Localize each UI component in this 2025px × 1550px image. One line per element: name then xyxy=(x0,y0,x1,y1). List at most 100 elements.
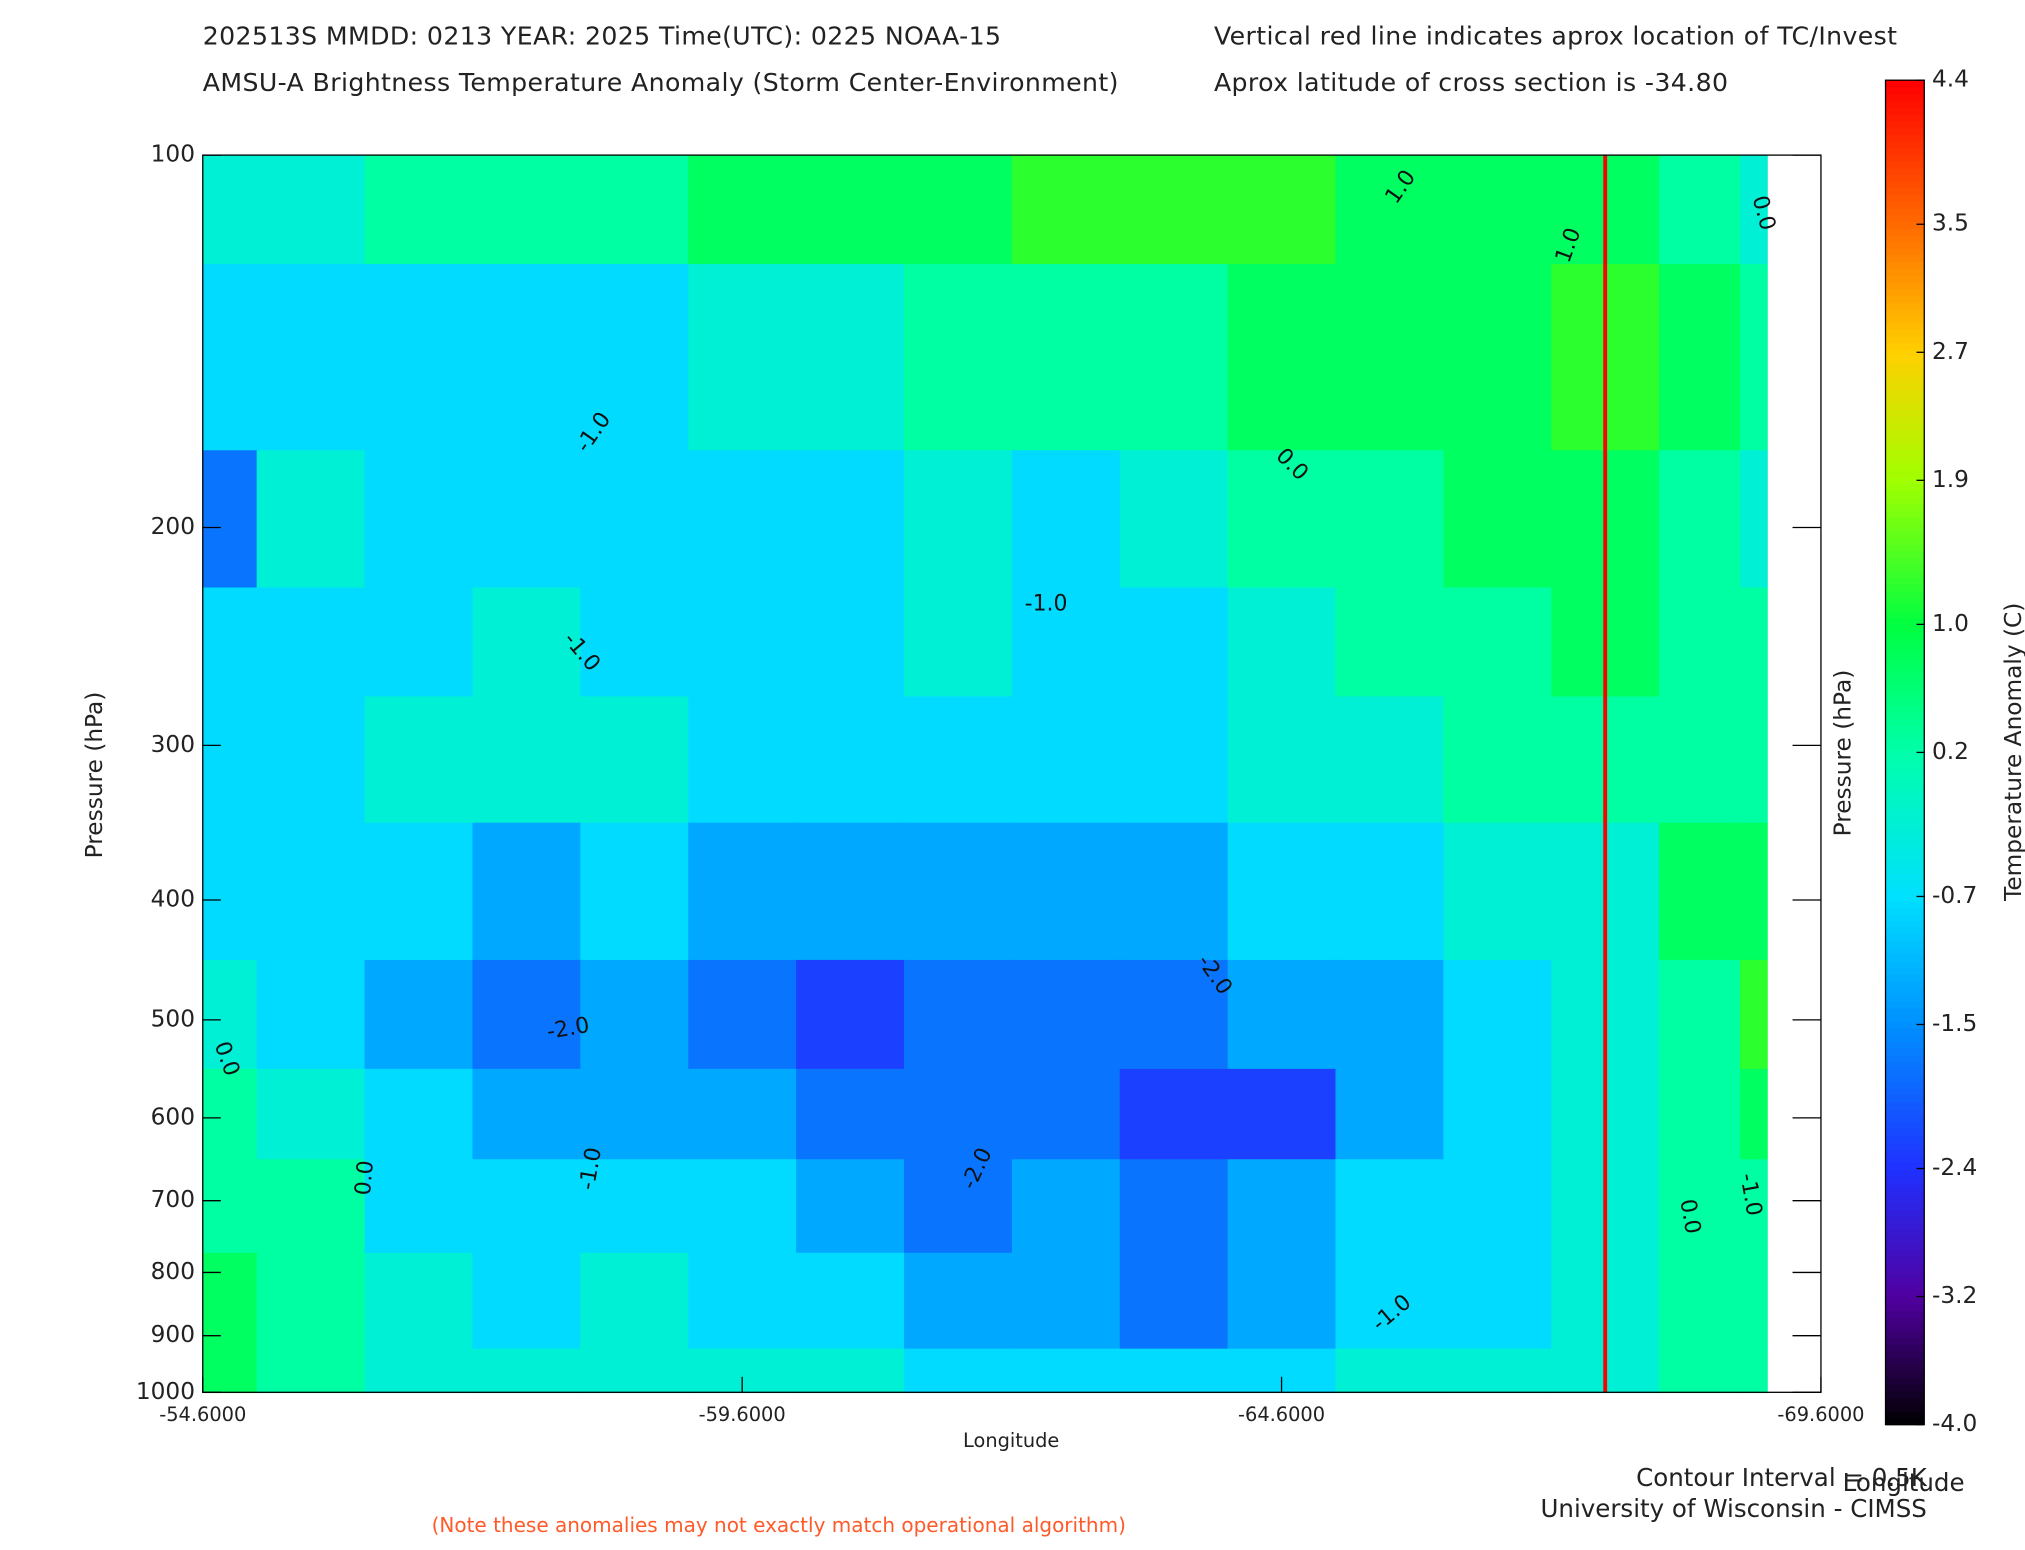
colorbar-swatch xyxy=(1885,738,1925,747)
colorbar-swatch xyxy=(1885,974,1925,982)
colorbar-swatch xyxy=(1885,1182,1925,1190)
contour-cell xyxy=(903,264,1013,452)
colorbar-swatch xyxy=(1885,496,1925,505)
colorbar-swatch xyxy=(1885,1075,1925,1083)
contour-cell xyxy=(580,959,689,1070)
y2-axis-title: Pressure (hPa) xyxy=(1830,670,1857,837)
colorbar-swatch xyxy=(1885,1370,1925,1379)
colorbar-swatch xyxy=(1885,241,1925,249)
colorbar-swatch xyxy=(1885,1222,1925,1231)
colorbar-swatch xyxy=(1885,987,1925,996)
contour-cell xyxy=(1443,822,1553,961)
contour-cell xyxy=(796,1252,905,1350)
contour-cell xyxy=(688,450,797,589)
contour-cell xyxy=(796,1068,905,1161)
x-tick-label: -54.6000 xyxy=(159,1403,246,1426)
contour-cell xyxy=(1119,1252,1229,1350)
colorbar-swatch xyxy=(1885,113,1925,122)
contour-cell xyxy=(1659,822,1741,961)
contour-cell xyxy=(1119,450,1229,589)
colorbar-swatch xyxy=(1885,886,1925,895)
contour-cell xyxy=(1011,155,1121,265)
colorbar-swatch xyxy=(1885,732,1925,740)
colorbar-swatch xyxy=(1885,604,1925,612)
contour-cell xyxy=(580,696,689,824)
colorbar-swatch xyxy=(1885,1263,1925,1271)
contour-cell xyxy=(1659,155,1741,265)
colorbar-swatch xyxy=(1885,591,1925,599)
colorbar-swatch xyxy=(1885,86,1925,95)
colorbar-swatch xyxy=(1885,248,1925,256)
contour-label: 0.0 xyxy=(1674,1197,1705,1236)
colorbar-swatch xyxy=(1885,234,1925,243)
colorbar-swatch xyxy=(1885,752,1925,760)
colorbar-swatch xyxy=(1885,1216,1925,1224)
colorbar-swatch xyxy=(1885,651,1925,659)
contour-cell xyxy=(202,1348,258,1394)
contour-cell xyxy=(202,822,258,961)
colorbar-swatch xyxy=(1885,154,1925,162)
colorbar-swatch xyxy=(1885,308,1925,317)
colorbar-swatch xyxy=(1885,1290,1925,1298)
colorbar-swatch xyxy=(1885,967,1925,975)
contour-cell xyxy=(903,1348,1013,1394)
colorbar-swatch xyxy=(1885,557,1925,565)
colorbar-swatch xyxy=(1885,335,1925,344)
colorbar-swatch xyxy=(1885,1350,1925,1359)
colorbar-tick-label: 3.5 xyxy=(1932,210,1969,237)
colorbar-swatch xyxy=(1885,718,1925,727)
contour-cell xyxy=(256,1252,366,1350)
colorbar-swatch xyxy=(1885,839,1925,848)
contour-cell xyxy=(202,1252,258,1350)
contour-cell xyxy=(472,696,582,824)
colorbar-swatch xyxy=(1885,960,1925,969)
contour-cell xyxy=(1011,1348,1121,1394)
colorbar-swatch xyxy=(1885,564,1925,572)
y-tick-label: 800 xyxy=(151,1258,195,1285)
contour-cell xyxy=(1740,155,1768,265)
contour-cell xyxy=(796,450,905,589)
contour-cell xyxy=(256,1068,366,1161)
contour-cell xyxy=(796,696,905,824)
contour-cell xyxy=(1119,264,1229,452)
colorbar-swatch xyxy=(1885,355,1925,364)
colorbar-swatch xyxy=(1885,436,1925,444)
contour-cell xyxy=(903,1159,1013,1254)
contour-cell xyxy=(1011,822,1121,961)
colorbar-tick-label: 4.4 xyxy=(1932,66,1969,93)
contour-cell xyxy=(1119,155,1229,265)
colorbar-swatch xyxy=(1885,201,1925,209)
colorbar-swatch xyxy=(1885,228,1925,236)
contour-cell xyxy=(580,450,689,589)
contour-cell xyxy=(1740,1068,1768,1161)
colorbar-swatch xyxy=(1885,93,1925,102)
colorbar-tick-label: -3.2 xyxy=(1932,1282,1977,1309)
colorbar-swatch xyxy=(1885,207,1925,216)
contour-cell xyxy=(1740,696,1768,824)
contour-cell xyxy=(472,1159,582,1254)
contour-cell xyxy=(1335,822,1445,961)
contour-cell xyxy=(256,1348,366,1394)
contour-cell xyxy=(1659,450,1741,589)
colorbar-swatch xyxy=(1885,1249,1925,1258)
colorbar-swatch xyxy=(1885,1001,1925,1009)
colorbar-swatch xyxy=(1885,537,1925,545)
contour-cell xyxy=(256,587,366,698)
colorbar-swatch xyxy=(1885,133,1925,142)
contour-cell xyxy=(1011,264,1121,452)
colorbar-swatch xyxy=(1885,779,1925,787)
contour-cell xyxy=(1227,822,1337,961)
colorbar-swatch xyxy=(1885,1162,1925,1170)
colorbar-swatch xyxy=(1885,1128,1925,1137)
colorbar-swatch xyxy=(1885,1229,1925,1238)
contour-cell xyxy=(256,450,366,589)
colorbar-swatch xyxy=(1885,483,1925,491)
x-tick-label: -64.6000 xyxy=(1238,1403,1325,1426)
colorbar-swatch xyxy=(1885,470,1925,478)
contour-cell xyxy=(1227,587,1337,698)
colorbar-swatch xyxy=(1885,1209,1925,1217)
contour-cell xyxy=(364,1252,474,1350)
contour-cell xyxy=(1740,959,1768,1070)
colorbar-swatch xyxy=(1885,933,1925,942)
colorbar-swatch xyxy=(1885,611,1925,619)
